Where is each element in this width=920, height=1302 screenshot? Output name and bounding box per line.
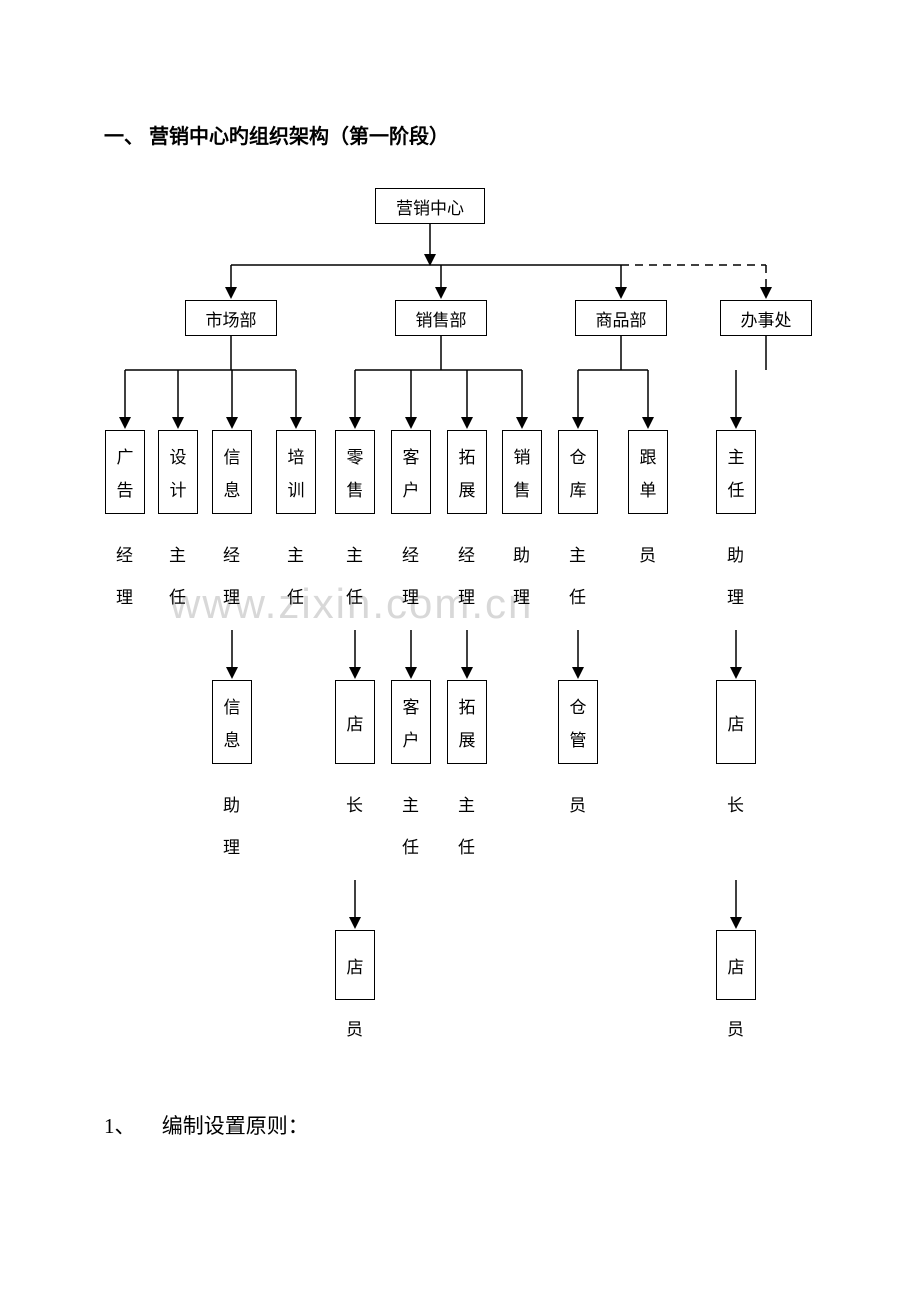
node-goods: 商品部 — [575, 300, 667, 336]
node-l4-11: 店 — [716, 680, 756, 764]
node-l5-11: 店 — [716, 930, 756, 1000]
node-market: 市场部 — [185, 300, 277, 336]
node-l3-6: 客户 — [391, 430, 431, 514]
node-root: 营销中心 — [375, 188, 485, 224]
node-l4-9: 仓管 — [558, 680, 598, 764]
label-l4-6: 主任 — [402, 785, 419, 869]
label-l5-5: 员 — [346, 1015, 363, 1045]
node-l5-5: 店 — [335, 930, 375, 1000]
node-l4-3: 信息 — [212, 680, 252, 764]
label-l3-8: 助理 — [513, 535, 530, 619]
node-sales: 销售部 — [395, 300, 487, 336]
node-l3-5: 零售 — [335, 430, 375, 514]
label-l4-9: 员 — [569, 785, 586, 827]
node-l3-7: 拓展 — [447, 430, 487, 514]
label-l3-3: 经理 — [223, 535, 240, 619]
label-l3-4: 主任 — [287, 535, 304, 619]
node-l3-9: 仓库 — [558, 430, 598, 514]
label-l3-7: 经理 — [458, 535, 475, 619]
node-l3-1: 广告 — [105, 430, 145, 514]
node-l4-5: 店 — [335, 680, 375, 764]
node-l3-8: 销售 — [502, 430, 542, 514]
node-l3-11: 主任 — [716, 430, 756, 514]
label-l4-7: 主任 — [458, 785, 475, 869]
node-l4-6: 客户 — [391, 680, 431, 764]
node-l4-7: 拓展 — [447, 680, 487, 764]
node-l3-2: 设计 — [158, 430, 198, 514]
node-l3-4: 培训 — [276, 430, 316, 514]
label-l3-5: 主任 — [346, 535, 363, 619]
label-l3-9: 主任 — [569, 535, 586, 619]
label-l4-5: 长 — [346, 785, 363, 827]
page-title: 一、 营销中心旳组织架构（第一阶段） — [104, 120, 449, 149]
node-l3-10: 跟单 — [628, 430, 668, 514]
label-l3-10: 员 — [639, 535, 656, 577]
label-l4-11: 长 — [727, 785, 744, 827]
node-l3-3: 信息 — [212, 430, 252, 514]
label-l3-2: 主任 — [169, 535, 186, 619]
section-footer: 1、 编制设置原则： — [104, 1110, 309, 1140]
label-l3-6: 经理 — [402, 535, 419, 619]
label-l3-1: 经理 — [116, 535, 133, 619]
label-l4-3: 助理 — [223, 785, 240, 869]
node-office: 办事处 — [720, 300, 812, 336]
label-l3-11: 助理 — [727, 535, 744, 619]
label-l5-11: 员 — [727, 1015, 744, 1045]
